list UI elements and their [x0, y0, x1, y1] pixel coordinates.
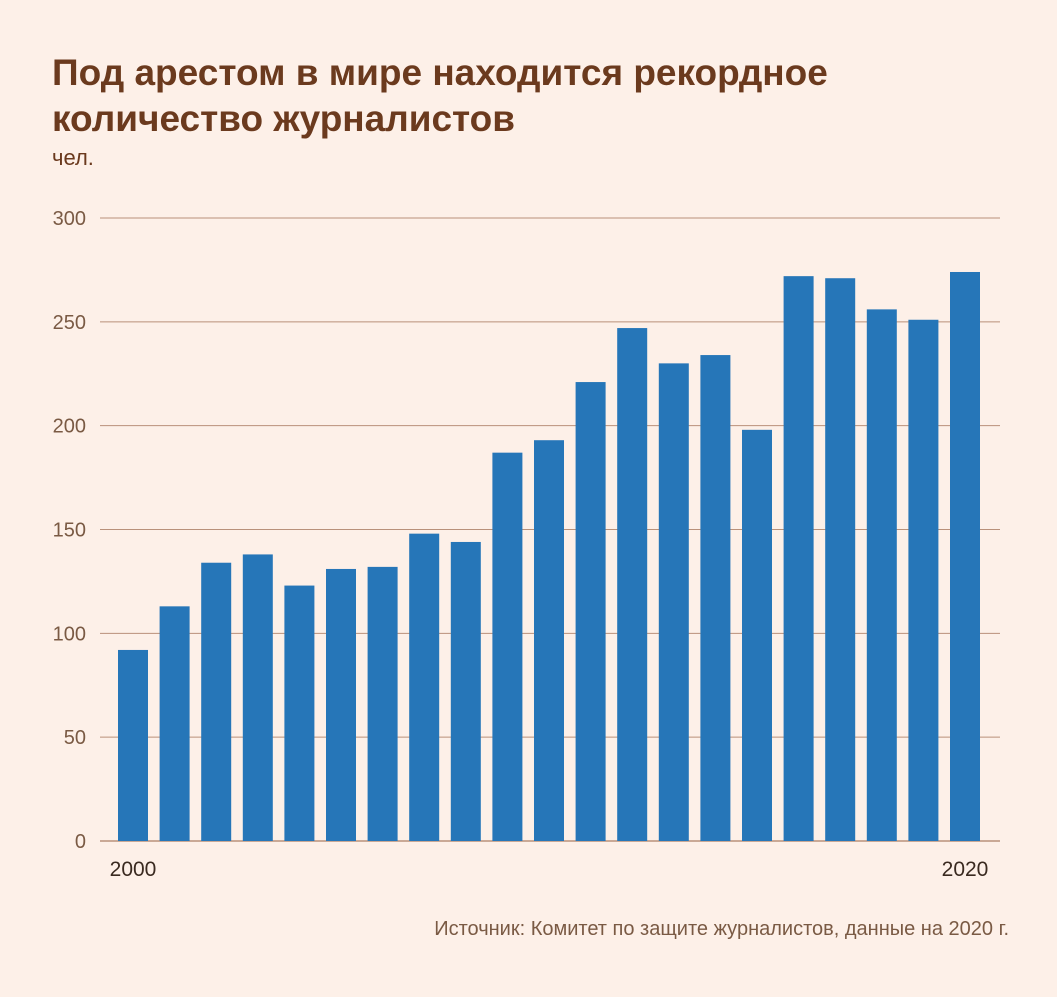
bar-2011 — [575, 382, 606, 841]
y-tick-label-300: 300 — [53, 208, 86, 230]
y-axis-ticks: 0 50 100 150 200 250 300 — [53, 208, 86, 853]
source-note: Источник: Комитет по защите журналистов,… — [434, 918, 1009, 940]
y-tick-label-50: 50 — [64, 727, 86, 749]
bar-2004 — [284, 585, 315, 841]
y-tick-label-200: 200 — [53, 416, 86, 438]
y-tick-label-0: 0 — [75, 831, 86, 853]
bar-2020 — [950, 271, 980, 841]
bar-2000 — [118, 649, 148, 841]
x-tick-label-2020: 2020 — [942, 858, 989, 881]
bar-2014 — [700, 355, 731, 841]
bars — [118, 271, 980, 842]
chart-title: Под арестом в мире находится рекордное к… — [52, 52, 828, 139]
bar-2017 — [825, 278, 856, 841]
bar-2002 — [201, 562, 232, 841]
bar-2010 — [534, 440, 564, 841]
bar-2006 — [367, 566, 398, 841]
bar-2013 — [658, 363, 689, 841]
bar-2005 — [326, 568, 356, 841]
x-axis-ticks: 2000 2020 — [110, 858, 989, 881]
bar-2012 — [617, 328, 648, 841]
bar-2018 — [866, 309, 897, 842]
y-tick-label-100: 100 — [53, 623, 86, 645]
unit-label: чел. — [52, 145, 94, 170]
bar-2003 — [242, 554, 273, 841]
bar-2007 — [409, 533, 440, 841]
bar-2016 — [783, 276, 814, 841]
bar-2001 — [159, 606, 190, 841]
bar-2015 — [742, 429, 772, 841]
x-tick-label-2000: 2000 — [110, 858, 157, 881]
bar-2019 — [908, 319, 939, 841]
y-tick-label-250: 250 — [53, 312, 86, 334]
bar-2008 — [450, 541, 481, 841]
y-tick-label-150: 150 — [53, 520, 86, 542]
bar-2009 — [492, 452, 523, 841]
